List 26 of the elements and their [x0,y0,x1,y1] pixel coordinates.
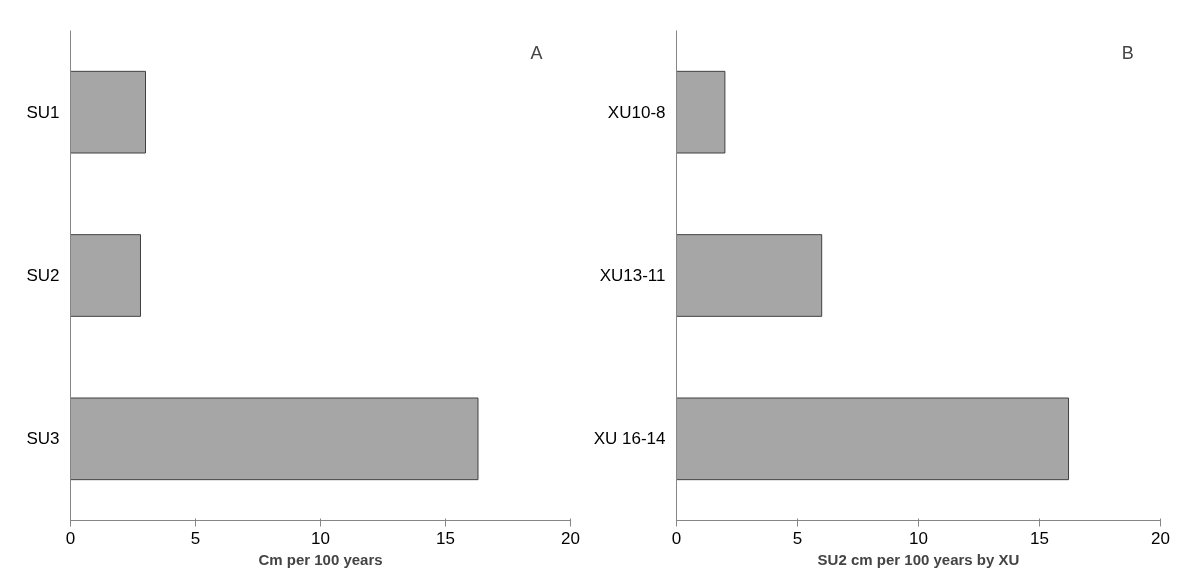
x-tick-label: 5 [792,528,803,548]
bar [70,397,479,481]
y-tick-label: XU13-11 [599,266,666,285]
bar [676,397,1070,481]
x-tick-label: 5 [190,528,201,548]
x-tick-label: 15 [1030,528,1049,548]
x-tick-label: 0 [65,528,76,548]
x-tick-label: 20 [561,528,580,548]
x-tick-label: 20 [1151,528,1170,548]
bar [676,234,823,317]
bar [70,234,141,317]
y-tick-label: SU3 [26,429,60,449]
bar [676,70,726,154]
y-tick-label: XU 16-14 [593,429,666,449]
y-tick-label: SU2 [26,266,60,285]
x-tick-label: 15 [436,528,455,548]
y-tick-label: XU10-8 [607,102,666,122]
y-tick-label: SU1 [26,102,60,122]
x-tick-label: 10 [311,528,330,548]
bar [70,70,146,154]
annotation: B [1121,43,1134,64]
x-tick-label: 0 [671,528,682,548]
x-tick-label: 10 [909,528,928,548]
x-axis-title: Cm per 100 years [258,550,383,568]
annotation: A [530,43,543,64]
x-axis-title: SU2 cm per 100 years by XU [817,550,1020,568]
